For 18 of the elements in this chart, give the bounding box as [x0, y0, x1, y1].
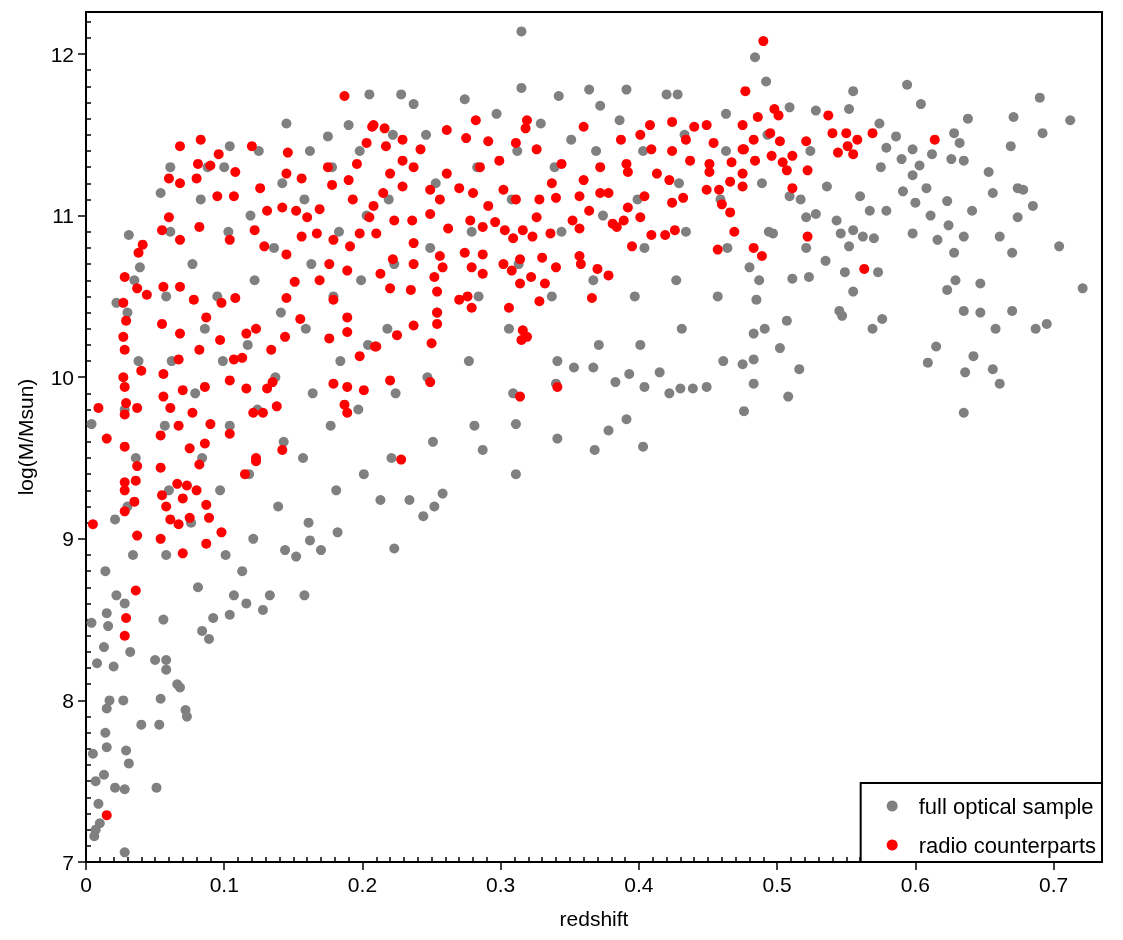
x-tick-label: 0.1 [209, 873, 239, 896]
x-tick-label: 0.5 [762, 873, 792, 896]
y-axis-title: log(M/Msun) [14, 378, 37, 496]
y-tick-label: 11 [52, 204, 74, 228]
y-tick-label: 10 [50, 365, 74, 389]
x-tick-label: 0.7 [1039, 873, 1069, 896]
x-tick-label: 0 [80, 873, 92, 896]
legend-label: radio counterparts [918, 832, 1097, 858]
y-tick-label: 7 [62, 850, 74, 874]
y-tick-label: 12 [50, 42, 74, 66]
y-tick-label: 8 [62, 688, 74, 712]
x-tick-label: 0.3 [486, 873, 516, 896]
legend-label: full optical sample [918, 793, 1094, 819]
x-tick-label: 0.6 [900, 873, 930, 896]
x-tick-label: 0.2 [347, 873, 378, 896]
y-tick-label: 9 [62, 527, 74, 551]
x-axis-title: redshift [559, 907, 629, 930]
x-tick-label: 0.4 [624, 873, 654, 896]
